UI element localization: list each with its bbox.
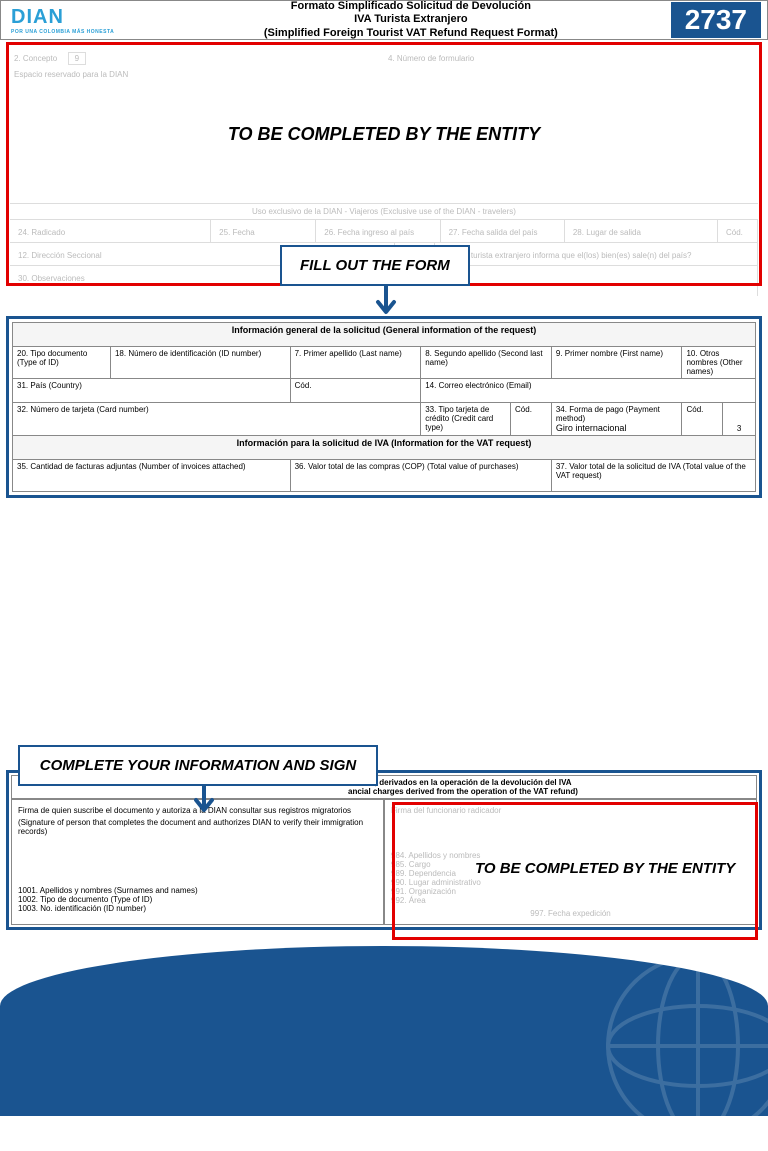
field-9[interactable]: 9. Primer nombre (First name)	[551, 347, 682, 379]
entity-overlay-1: TO BE COMPLETED BY THE ENTITY	[10, 124, 758, 145]
field-1001: 1001. Apellidos y nombres (Surnames and …	[18, 886, 377, 895]
field-34-text: 34. Forma de pago (Payment method)	[556, 405, 660, 423]
field-10[interactable]: 10. Otros nombres (Other names)	[682, 347, 756, 379]
field-34-codval: 3	[723, 403, 756, 436]
section3-hdr-line2: ancial charges derived from the operatio…	[348, 787, 578, 796]
field-32[interactable]: 32. Número de tarjeta (Card number)	[13, 403, 421, 436]
field-34-codlabel: Cód.	[682, 403, 723, 436]
form-number: 2737	[671, 2, 761, 38]
title-line1: Formato Simplificado Solicitud de Devolu…	[151, 0, 671, 13]
field-7[interactable]: 7. Primer apellido (Last name)	[290, 347, 421, 379]
entity-overlay-2: TO BE COMPLETED BY THE ENTITY	[475, 860, 735, 877]
section2-header1: Información general de la solicitud (Gen…	[13, 323, 756, 347]
callout-complete-sign: COMPLETE YOUR INFORMATION AND SIGN	[18, 745, 378, 786]
section2-header2: Información para la solicitud de IVA (In…	[13, 436, 756, 460]
field-35[interactable]: 35. Cantidad de facturas adjuntas (Numbe…	[13, 460, 291, 492]
signer-box[interactable]: Firma de quien suscribe el documento y a…	[11, 799, 384, 925]
title-line2: IVA Turista Extranjero	[151, 13, 671, 26]
form-title: Formato Simplificado Solicitud de Devolu…	[151, 0, 671, 40]
sig-instruction-en: (Signature of person that completes the …	[18, 818, 377, 836]
logo-text: DIAN	[11, 6, 64, 28]
callout-fill-form: FILL OUT THE FORM	[280, 245, 470, 286]
field-36[interactable]: 36. Valor total de las compras (COP) (To…	[290, 460, 551, 492]
field-37[interactable]: 37. Valor total de la solicitud de IVA (…	[551, 460, 755, 492]
field-34-value: Giro internacional	[556, 423, 627, 433]
field-31-cod[interactable]: Cód.	[290, 379, 421, 403]
field-34-label[interactable]: 34. Forma de pago (Payment method) Giro …	[551, 403, 682, 436]
dian-logo: DIAN POR UNA COLOMBIA MÁS HONESTA	[1, 2, 151, 39]
field-8[interactable]: 8. Segundo apellido (Second last name)	[421, 347, 552, 379]
field-1002: 1002. Tipo de documento (Type of ID)	[18, 895, 377, 904]
field-33[interactable]: 33. Tipo tarjeta de crédito (Credit card…	[421, 403, 511, 436]
field-18[interactable]: 18. Número de identificación (ID number)	[110, 347, 290, 379]
arrow-down-1	[374, 286, 398, 318]
title-line3: (Simplified Foreign Tourist VAT Refund R…	[151, 27, 671, 40]
field-1003: 1003. No. identificación (ID number)	[18, 904, 377, 913]
general-info-section: Información general de la solicitud (Gen…	[6, 316, 762, 498]
field-14[interactable]: 14. Correo electrónico (Email)	[421, 379, 756, 403]
field-20[interactable]: 20. Tipo documento (Type of ID)	[13, 347, 111, 379]
form-header: DIAN POR UNA COLOMBIA MÁS HONESTA Format…	[0, 0, 768, 40]
arrow-down-2	[192, 786, 216, 816]
globe-icon	[598, 946, 768, 1146]
field-33-cod[interactable]: Cód.	[511, 403, 552, 436]
field-31[interactable]: 31. País (Country)	[13, 379, 291, 403]
logo-subtitle: POR UNA COLOMBIA MÁS HONESTA	[11, 29, 141, 35]
request-info-table: Información general de la solicitud (Gen…	[12, 322, 756, 492]
